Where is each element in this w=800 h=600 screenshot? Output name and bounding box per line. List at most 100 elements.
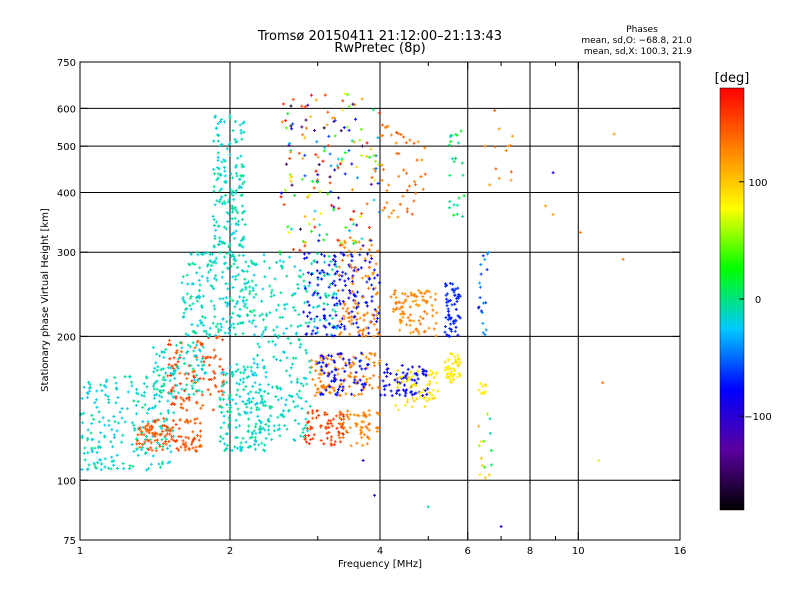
data-point: [242, 180, 246, 184]
data-point: [255, 405, 259, 409]
data-point: [212, 172, 216, 176]
data-point: [316, 252, 320, 256]
data-point: [107, 466, 111, 470]
data-point: [193, 369, 197, 373]
data-point: [268, 406, 272, 410]
data-point: [174, 422, 178, 426]
data-point: [240, 174, 244, 178]
data-point: [162, 419, 166, 423]
data-point: [184, 387, 188, 391]
data-point: [220, 202, 224, 206]
data-point: [355, 413, 359, 417]
data-point: [318, 271, 322, 275]
data-point: [304, 348, 308, 352]
data-point: [111, 463, 115, 467]
data-point: [285, 327, 289, 331]
data-point: [144, 375, 148, 379]
data-point: [200, 368, 204, 372]
data-point: [364, 424, 368, 428]
data-point: [191, 446, 195, 450]
data-point: [186, 343, 190, 347]
data-point: [211, 261, 215, 265]
data-point: [93, 466, 97, 470]
data-point: [212, 185, 216, 189]
data-point: [173, 402, 177, 406]
data-point: [192, 349, 196, 353]
data-point: [229, 172, 233, 176]
data-point: [166, 461, 170, 465]
data-point: [223, 255, 227, 259]
data-point: [206, 279, 210, 283]
data-point: [296, 286, 300, 290]
data-point: [82, 451, 86, 455]
data-point: [329, 438, 333, 442]
data-point: [165, 446, 169, 450]
data-point: [162, 382, 166, 386]
data-point: [172, 369, 176, 373]
data-point: [257, 427, 261, 431]
data-point: [350, 364, 354, 368]
data-point: [160, 438, 164, 442]
data-point: [341, 432, 345, 436]
data-point: [306, 420, 310, 424]
data-point: [305, 351, 309, 355]
data-point: [242, 120, 246, 124]
data-point: [135, 439, 139, 443]
data-point: [225, 304, 229, 308]
data-point: [216, 158, 220, 162]
data-point: [349, 371, 353, 375]
data-point: [331, 308, 335, 312]
data-point: [220, 160, 224, 164]
data-point: [172, 389, 176, 393]
data-point: [221, 368, 225, 372]
data-point: [182, 315, 186, 319]
data-point: [365, 442, 369, 446]
data-point: [151, 384, 155, 388]
data-point: [170, 364, 174, 368]
data-point: [198, 319, 202, 323]
data-point: [213, 234, 217, 238]
grid-lines: [80, 62, 680, 540]
data-point: [367, 408, 371, 412]
data-point: [232, 198, 236, 202]
data-point: [187, 398, 191, 402]
data-point: [360, 388, 364, 392]
data-point: [349, 444, 353, 448]
data-point: [254, 373, 258, 377]
data-point: [165, 417, 169, 421]
data-point: [328, 282, 332, 286]
data-point: [172, 439, 176, 443]
data-point: [185, 273, 189, 277]
data-point: [213, 276, 217, 280]
data-point: [270, 288, 274, 292]
data-point: [225, 403, 229, 407]
data-point: [141, 443, 145, 447]
data-point: [325, 436, 329, 440]
data-point: [261, 318, 265, 322]
data-point: [215, 178, 219, 182]
data-point: [226, 409, 230, 413]
data-point: [140, 393, 144, 397]
data-point: [218, 144, 222, 148]
data-point: [292, 305, 296, 309]
data-point: [234, 171, 238, 175]
data-point: [205, 332, 209, 336]
data-point: [157, 373, 161, 377]
data-point: [191, 302, 195, 306]
data-point: [242, 165, 246, 169]
data-point: [115, 429, 119, 433]
legend-title: Phases: [626, 25, 658, 35]
data-point: [123, 375, 127, 379]
data-point: [216, 139, 220, 143]
data-point: [298, 268, 302, 272]
data-point: [181, 297, 185, 301]
data-point: [260, 394, 264, 398]
data-point: [251, 432, 255, 436]
data-point: [253, 447, 257, 451]
data-point: [303, 433, 307, 437]
data-point: [193, 417, 197, 421]
data-point: [266, 392, 270, 396]
data-point: [90, 422, 94, 426]
data-point: [332, 443, 336, 447]
data-point: [186, 333, 190, 337]
